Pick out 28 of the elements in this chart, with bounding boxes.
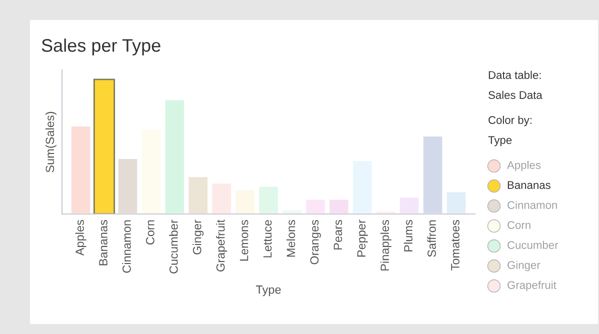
category-label: Apples	[507, 160, 541, 172]
x-tick-label: Corn	[146, 220, 154, 245]
x-tick-label: Melons	[286, 220, 296, 257]
text: Sales Data	[488, 90, 542, 99]
x-tick-label: Ginger	[192, 220, 204, 254]
x-tick-label: Oranges	[310, 220, 321, 264]
x-tick-label: Pears	[334, 220, 342, 250]
x-tick-label: Plums	[404, 220, 412, 252]
text: Data table:	[488, 70, 541, 79]
category-label: Bananas	[508, 181, 550, 189]
text: Color by:	[488, 116, 532, 126]
x-tick-label: Lettuce	[263, 220, 272, 258]
x-tick-label: Lemons	[240, 220, 248, 261]
category-label: Cinnamon	[508, 200, 557, 209]
chart-title: Sales per Type	[42, 38, 160, 56]
x-tick-label: Bananas	[99, 220, 108, 266]
x-tick-label: Pepper	[357, 220, 368, 257]
y-axis-title: Sum(Sales)	[45, 112, 56, 172]
x-tick-label: Pinapples	[380, 220, 392, 270]
x-tick-label: Cucumber	[169, 220, 178, 274]
x-tick-label: Saffron	[427, 220, 436, 257]
x-tick-label: Cinnamon	[122, 220, 131, 273]
x-tick-label: Grapefruit	[216, 220, 228, 272]
x-tick-label: Apples	[75, 220, 86, 256]
legend-title: Type	[488, 136, 512, 146]
category-label: Grapefruit	[508, 280, 556, 292]
x-tick-label: Tomatoes	[451, 220, 460, 270]
x-axis-title: Type	[256, 286, 281, 296]
